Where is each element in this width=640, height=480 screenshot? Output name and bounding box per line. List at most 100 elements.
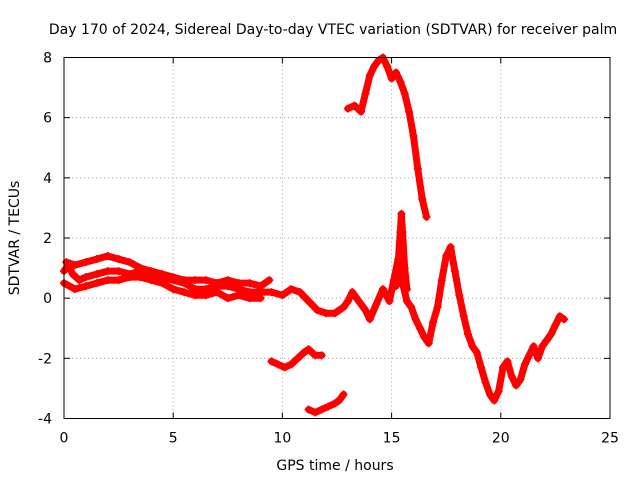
x-tick-label: 20 (492, 431, 510, 447)
data-point (191, 291, 200, 300)
data-point (560, 315, 569, 324)
data-point (92, 255, 101, 264)
data-point (317, 405, 326, 414)
data-point (383, 62, 392, 71)
data-point (437, 276, 446, 285)
data-point (330, 309, 339, 318)
series-storm-peak (343, 53, 431, 221)
data-point (339, 390, 348, 399)
data-point (485, 390, 494, 399)
chart-title: Day 170 of 2024, Sidereal Day-to-day VTE… (49, 22, 617, 38)
data-point (136, 264, 145, 273)
x-tick-label: 10 (273, 431, 291, 447)
data-point (147, 267, 156, 276)
data-point (245, 279, 254, 288)
data-point (551, 321, 560, 330)
data-point (407, 303, 416, 312)
data-point (304, 297, 313, 306)
data-point (343, 104, 352, 113)
data-point (494, 387, 503, 396)
data-point (265, 276, 274, 285)
data-point (75, 276, 84, 285)
data-point (350, 101, 359, 110)
y-axis-label: SDTVAR / TECUs (7, 181, 23, 296)
data-point (533, 354, 542, 363)
series-segment-10h (267, 345, 326, 372)
data-point (68, 270, 77, 279)
data-point (191, 276, 200, 285)
data-point (547, 330, 556, 339)
grid-layer (64, 57, 610, 419)
data-point (267, 357, 276, 366)
data-point (507, 372, 516, 381)
data-point (450, 267, 459, 276)
data-point (287, 285, 296, 294)
x-tick-label: 5 (169, 431, 178, 447)
data-point (365, 315, 374, 324)
x-axis-label: GPS time / hours (276, 458, 393, 474)
data-point (420, 333, 429, 342)
series-spike-15h (391, 209, 411, 294)
y-tick-label: 8 (43, 51, 52, 67)
data-point (212, 288, 221, 297)
data-point (538, 342, 547, 351)
data-point (103, 252, 112, 261)
data-point (180, 276, 189, 285)
data-point (405, 107, 414, 116)
data-point (361, 89, 370, 98)
data-point (280, 363, 289, 372)
data-point (415, 324, 424, 333)
data-point (201, 291, 210, 300)
data-point (311, 408, 320, 417)
data-point (339, 303, 348, 312)
data-point (92, 279, 101, 288)
data-point (516, 375, 525, 384)
data-point (223, 294, 232, 303)
data-point (529, 342, 538, 351)
data-point (180, 288, 189, 297)
data-point (520, 360, 529, 369)
data-point (201, 276, 210, 285)
data-point (223, 276, 232, 285)
data-point (212, 279, 221, 288)
data-point (256, 294, 265, 303)
data-point (274, 360, 283, 369)
data-point (365, 71, 374, 80)
y-tick-label: -4 (38, 412, 52, 428)
data-point (398, 227, 407, 236)
data-point (455, 291, 464, 300)
data-point (114, 276, 123, 285)
y-tick-label: 4 (43, 171, 52, 187)
data-point (81, 282, 90, 291)
data-point (413, 164, 422, 173)
y-tick-label: 6 (43, 111, 52, 127)
data-point (477, 363, 486, 372)
series-upper-band (62, 252, 274, 291)
data-point (300, 348, 309, 357)
data-point (114, 255, 123, 264)
data-point (464, 330, 473, 339)
data-point (481, 378, 490, 387)
data-point (125, 258, 134, 267)
data-point (370, 62, 379, 71)
y-tick-label: -2 (38, 351, 52, 367)
y-tick-label: 2 (43, 231, 52, 247)
data-point (446, 243, 455, 252)
data-point (313, 306, 322, 315)
data-point (402, 297, 411, 306)
data-point (256, 282, 265, 291)
data-point (304, 405, 313, 414)
data-point (400, 89, 409, 98)
data-point (397, 209, 406, 218)
data-point (429, 318, 438, 327)
series-segment-12h (304, 390, 348, 417)
data-point (234, 291, 243, 300)
data-point (287, 360, 296, 369)
data-point (555, 312, 564, 321)
data-point (103, 267, 112, 276)
data-point (278, 291, 287, 300)
data-point (525, 351, 534, 360)
data-point (490, 396, 499, 405)
data-point (433, 303, 442, 312)
